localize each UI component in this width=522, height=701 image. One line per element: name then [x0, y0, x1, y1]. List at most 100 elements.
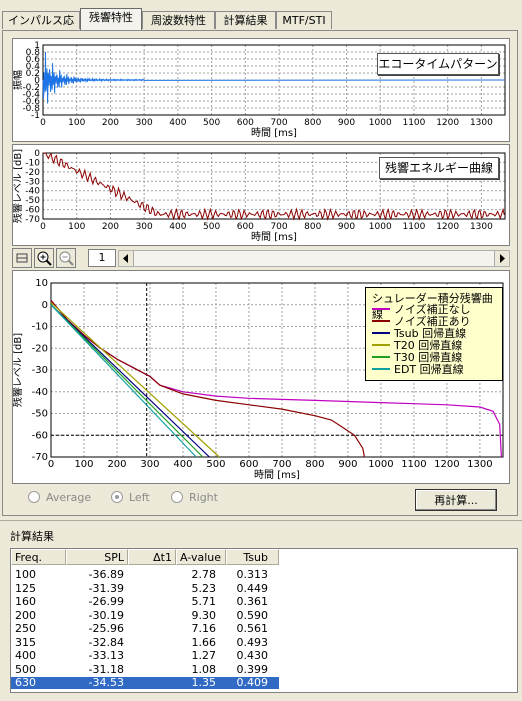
- x-tick-label: 100: [74, 459, 93, 470]
- y-tick-label: 0.2: [26, 69, 40, 79]
- legend-item: T30 回帰直線: [372, 352, 462, 364]
- y-axis-label: 残響レベル [dB]: [13, 149, 24, 223]
- table-cell-a: 2.78: [191, 568, 217, 581]
- table-cell-a: 5.71: [191, 595, 217, 608]
- legend-item: EDT 回帰直線: [372, 364, 464, 376]
- x-tick-label: 500: [206, 459, 225, 470]
- legend-swatch: [372, 368, 390, 370]
- series-line: [50, 300, 365, 458]
- legend-label: EDT 回帰直線: [394, 363, 464, 376]
- table-row[interactable]: 100 -36.89 2.78 0.313: [11, 569, 279, 581]
- table-cell-freq: 125: [15, 581, 36, 595]
- recalculate-button[interactable]: 再計算...: [415, 489, 497, 511]
- y-tick-label: -50: [25, 196, 40, 206]
- table-cell-a: 7.16: [191, 622, 217, 635]
- table-cell-spl: -36.89: [88, 568, 124, 581]
- x-tick-label: 1200: [436, 222, 459, 232]
- fit-icon[interactable]: [12, 248, 32, 268]
- x-tick-label: 200: [102, 222, 119, 232]
- tab-results[interactable]: 計算結果: [215, 11, 276, 29]
- scroll-left-icon[interactable]: [119, 251, 134, 266]
- y-tick-label: -70: [25, 215, 40, 225]
- col-dt1[interactable]: Δt1: [128, 549, 176, 565]
- x-tick-label: 600: [237, 222, 254, 232]
- table-cell-spl: -33.13: [88, 649, 124, 662]
- radio-right[interactable]: Right: [171, 491, 218, 504]
- table-row[interactable]: 125 -31.39 5.23 0.449: [11, 581, 279, 595]
- y-tick-label: -0.4: [22, 90, 40, 100]
- tab-mtf-sti[interactable]: MTF/STI: [276, 11, 332, 29]
- x-tick-label: 300: [136, 222, 153, 232]
- col-spl[interactable]: SPL: [66, 549, 128, 565]
- x-tick-label: 800: [304, 222, 321, 232]
- energy-trace: [42, 152, 505, 221]
- y-tick-label: -20: [25, 168, 40, 178]
- table-row[interactable]: 400 -33.13 1.27 0.430: [11, 650, 279, 662]
- energy-curve-button[interactable]: 残響エネルギー曲線: [379, 157, 499, 179]
- x-tick-label: 900: [338, 459, 357, 470]
- y-tick-label: -1: [31, 111, 40, 121]
- y-tick-label: -10: [32, 322, 48, 333]
- series-line: [50, 304, 210, 458]
- table-row[interactable]: 160 -26.99 5.71 0.361: [11, 596, 279, 608]
- table-cell-a: 1.08: [191, 662, 217, 676]
- page-number-field[interactable]: 1: [88, 249, 116, 267]
- legend-swatch: [372, 308, 390, 310]
- table-row[interactable]: 500 -31.18 1.08 0.399: [11, 662, 279, 676]
- table-cell-spl: -32.84: [88, 635, 124, 649]
- x-tick-label: 1300: [467, 459, 492, 470]
- x-axis-label: 時間 [ms]: [251, 231, 297, 243]
- echo-pattern-button[interactable]: エコータイムパターン: [377, 53, 499, 75]
- legend-label: T30 回帰直線: [394, 351, 463, 364]
- y-tick-label: -0.8: [22, 104, 40, 114]
- zoom-in-icon[interactable]: [34, 248, 54, 268]
- table-cell-tsub: 0.430: [236, 649, 269, 662]
- col-freq[interactable]: Freq.: [11, 549, 66, 565]
- x-axis-label: 時間 [ms]: [254, 469, 300, 481]
- legend-item: T20 回帰直線: [372, 340, 462, 352]
- table-row[interactable]: 250 -25.96 7.16 0.561: [11, 623, 279, 635]
- x-tick-label: 1000: [369, 222, 392, 232]
- y-tick-label: 0: [34, 149, 40, 159]
- table-cell-freq: 315: [15, 635, 36, 649]
- table-cell-freq: 250: [15, 622, 36, 635]
- legend-label: ノイズ補正あり: [394, 315, 471, 328]
- x-tick-label: 1200: [436, 118, 459, 128]
- y-tick-label: -60: [25, 206, 40, 216]
- x-tick-label: 1100: [402, 222, 425, 232]
- y-tick-label: -0.2: [22, 83, 40, 93]
- col-tsub[interactable]: Tsub: [226, 549, 279, 565]
- scroll-right-icon[interactable]: [494, 251, 509, 266]
- echo-trace: [42, 51, 506, 104]
- y-tick-label: 0.8: [26, 48, 41, 58]
- radio-left[interactable]: Left: [111, 491, 150, 504]
- legend-swatch: [372, 356, 390, 358]
- x-tick-label: 900: [338, 222, 355, 232]
- y-tick-label: 10: [35, 278, 48, 289]
- x-tick-label: 0: [48, 459, 54, 470]
- legend-swatch: [372, 332, 390, 334]
- zoom-out-icon[interactable]: [56, 248, 76, 268]
- col-a-value[interactable]: A-value: [176, 549, 226, 565]
- legend-item: Tsub 回帰直線: [372, 328, 466, 340]
- table-row[interactable]: 200 -30.19 9.30 0.590: [11, 609, 279, 622]
- table-row[interactable]: 630 -34.53 1.35 0.409: [11, 677, 279, 689]
- y-tick-label: 1: [34, 41, 40, 51]
- radio-average[interactable]: Average: [28, 491, 91, 504]
- tab-impulse-response[interactable]: インパルス応答: [2, 11, 80, 45]
- y-tick-label: 0.4: [26, 62, 41, 72]
- table-cell-spl: -34.53: [88, 676, 124, 689]
- table-row[interactable]: 315 -32.84 1.66 0.493: [11, 635, 279, 649]
- table-cell-tsub: 0.313: [236, 568, 269, 581]
- horizontal-scrollbar[interactable]: [118, 250, 510, 267]
- tab-reverberation[interactable]: 残響特性: [80, 8, 142, 30]
- table-cell-spl: -26.99: [88, 595, 124, 608]
- legend-swatch: [372, 320, 390, 322]
- x-tick-label: 400: [169, 118, 186, 128]
- legend-item: ノイズ補正なし: [372, 304, 471, 316]
- echo-time-pattern-plot: 0 100 200 300 400 500 600 700 800 900 1000 1100 1200…: [11, 38, 510, 142]
- x-tick-label: 700: [270, 222, 287, 232]
- x-tick-label: 1200: [434, 459, 459, 470]
- legend-item: ノイズ補正あり: [372, 316, 471, 328]
- tab-frequency[interactable]: 周波数特性: [142, 11, 215, 29]
